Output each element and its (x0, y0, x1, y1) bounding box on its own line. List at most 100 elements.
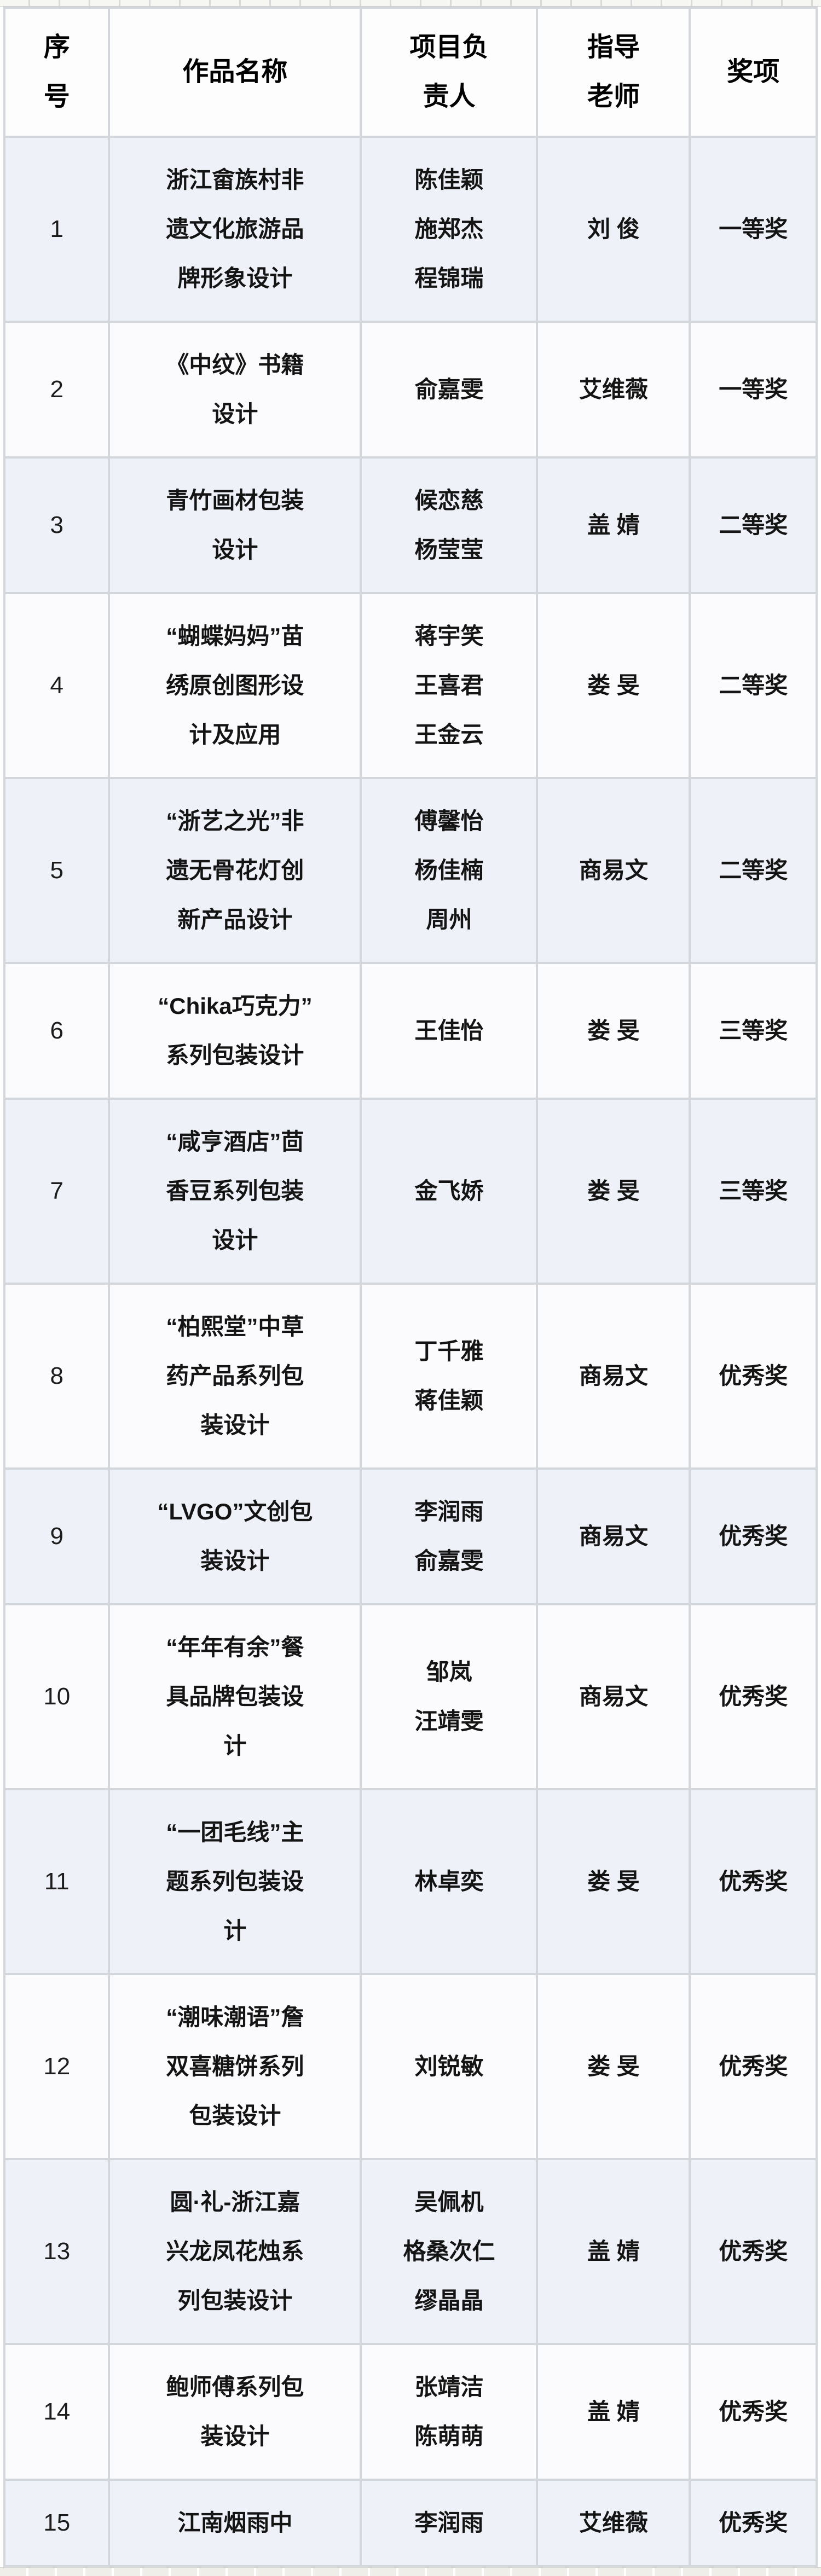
cell-award: 优秀奖 (689, 1788, 818, 1975)
cell-teacher: 盖 婧 (536, 2158, 691, 2345)
cell-index: 8 (3, 1283, 111, 1470)
cell-work-name: 《中纹》书籍 设计 (108, 321, 362, 459)
cell-leaders: 张靖洁 陈萌萌 (360, 2343, 539, 2481)
awards-table: 序 号 作品名称 项目负 责人 指导 老师 奖项 1 浙江畲族村非 遗文化旅游品 … (3, 7, 818, 2567)
cell-teacher: 盖 婧 (536, 456, 691, 594)
cell-leaders: 林卓奕 (360, 1788, 539, 1975)
header-cell-teacher: 指导 老师 (536, 7, 691, 138)
cell-teacher: 娄 旻 (536, 1098, 691, 1285)
cell-index: 4 (3, 592, 111, 779)
table-row: 13 圆·礼-浙江嘉 兴龙凤花烛系 列包装设计 吴佩机 格桑次仁 缪晶晶盖 婧优秀奖 (3, 2158, 818, 2345)
cell-index: 9 (3, 1467, 111, 1605)
table-row: 7 “咸亨酒店”茴 香豆系列包装 设计 金飞娇娄 旻三等奖 (3, 1098, 818, 1285)
cell-leaders: 傅馨怡 杨佳楠 周州 (360, 777, 539, 964)
cell-teacher: 商易文 (536, 1283, 691, 1470)
awards-table-body: 1 浙江畲族村非 遗文化旅游品 牌形象设计 陈佳颖 施郑杰 程锦瑞刘 俊一等奖 2 《中… (3, 136, 818, 2567)
cell-leaders: 金飞娇 (360, 1098, 539, 1285)
cell-work-name: 江南烟雨中 (108, 2479, 362, 2567)
spreadsheet-top-strip (0, 0, 821, 7)
cell-work-name: “年年有余”餐 具品牌包装设 计 (108, 1603, 362, 1790)
cell-index: 10 (3, 1603, 111, 1790)
header-cell-work: 作品名称 (108, 7, 362, 138)
table-row: 11 “一团毛线”主 题系列包装设 计林卓奕娄 旻优秀奖 (3, 1788, 818, 1975)
header-cell-leader: 项目负 责人 (360, 7, 539, 138)
awards-table-wrap: 序 号 作品名称 项目负 责人 指导 老师 奖项 1 浙江畲族村非 遗文化旅游品 … (0, 7, 821, 2567)
table-row: 9 “LVGO”文创包 装设计 李润雨 俞嘉雯 商易文 优秀奖 (3, 1467, 818, 1605)
cell-index: 15 (3, 2479, 111, 2567)
cell-award: 二等奖 (689, 456, 818, 594)
cell-work-name: 浙江畲族村非 遗文化旅游品 牌形象设计 (108, 136, 362, 323)
cell-index: 13 (3, 2158, 111, 2345)
cell-work-name: “LVGO”文创包 装设计 (108, 1467, 362, 1605)
cell-work-name: 圆·礼-浙江嘉 兴龙凤花烛系 列包装设计 (108, 2158, 362, 2345)
cell-index: 3 (3, 456, 111, 594)
cell-leaders: 候恋慈 杨莹莹 (360, 456, 539, 594)
cell-teacher: 艾维薇 (536, 2479, 691, 2567)
cell-award: 优秀奖 (689, 1603, 818, 1790)
table-row: 14 鲍师傅系列包 装设计 张靖洁 陈萌萌盖 婧优秀奖 (3, 2343, 818, 2481)
cell-leaders: 刘锐敏 (360, 1973, 539, 2160)
awards-table-header: 序 号 作品名称 项目负 责人 指导 老师 奖项 (3, 7, 818, 138)
cell-work-name: “蝴蝶妈妈”苗 绣原创图形设 计及应用 (108, 592, 362, 779)
cell-leaders: 李润雨 俞嘉雯 (360, 1467, 539, 1605)
table-row: 2 《中纹》书籍 设计 俞嘉雯 艾维薇 一等奖 (3, 321, 818, 459)
cell-work-name: “一团毛线”主 题系列包装设 计 (108, 1788, 362, 1975)
cell-award: 优秀奖 (689, 1283, 818, 1470)
cell-index: 5 (3, 777, 111, 964)
cell-teacher: 娄 旻 (536, 1788, 691, 1975)
cell-teacher: 刘 俊 (536, 136, 691, 323)
table-row: 3 青竹画材包装 设计 候恋慈 杨莹莹盖 婧二等奖 (3, 456, 818, 594)
header-cell-index: 序 号 (3, 7, 111, 138)
cell-index: 6 (3, 962, 111, 1100)
cell-leaders: 陈佳颖 施郑杰 程锦瑞 (360, 136, 539, 323)
cell-work-name: “潮味潮语”詹 双喜糖饼系列 包装设计 (108, 1973, 362, 2160)
cell-work-name: “Chika巧克力” 系列包装设计 (108, 962, 362, 1100)
cell-award: 优秀奖 (689, 2343, 818, 2481)
cell-award: 二等奖 (689, 592, 818, 779)
cell-teacher: 娄 旻 (536, 962, 691, 1100)
cell-work-name: 鲍师傅系列包 装设计 (108, 2343, 362, 2481)
cell-leaders: 吴佩机 格桑次仁 缪晶晶 (360, 2158, 539, 2345)
cell-leaders: 王佳怡 (360, 962, 539, 1100)
cell-leaders: 蒋宇笑 王喜君 王金云 (360, 592, 539, 779)
cell-leaders: 俞嘉雯 (360, 321, 539, 459)
cell-index: 7 (3, 1098, 111, 1285)
table-row: 12 “潮味潮语”詹 双喜糖饼系列 包装设计 刘锐敏娄 旻优秀奖 (3, 1973, 818, 2160)
cell-work-name: “浙艺之光”非 遗无骨花灯创 新产品设计 (108, 777, 362, 964)
cell-index: 14 (3, 2343, 111, 2481)
cell-award: 优秀奖 (689, 2158, 818, 2345)
table-row: 8 “柏熙堂”中草 药产品系列包 装设计 丁千雅 蒋佳颖 商易文 优秀奖 (3, 1283, 818, 1470)
cell-award: 一等奖 (689, 136, 818, 323)
cell-award: 一等奖 (689, 321, 818, 459)
cell-award: 二等奖 (689, 777, 818, 964)
cell-teacher: 娄 旻 (536, 1973, 691, 2160)
cell-work-name: “柏熙堂”中草 药产品系列包 装设计 (108, 1283, 362, 1470)
header-cell-award: 奖项 (689, 7, 818, 138)
cell-leaders: 李润雨 (360, 2479, 539, 2567)
table-row: 10 “年年有余”餐 具品牌包装设 计邹岚 汪靖雯 商易文 优秀奖 (3, 1603, 818, 1790)
cell-leaders: 丁千雅 蒋佳颖 (360, 1283, 539, 1470)
cell-award: 优秀奖 (689, 1467, 818, 1605)
cell-leaders: 邹岚 汪靖雯 (360, 1603, 539, 1790)
cell-award: 三等奖 (689, 962, 818, 1100)
cell-teacher: 商易文 (536, 1467, 691, 1605)
table-row: 6 “Chika巧克力” 系列包装设计 王佳怡娄 旻三等奖 (3, 962, 818, 1100)
table-row: 15 江南烟雨中 李润雨 艾维薇 优秀奖 (3, 2479, 818, 2567)
cell-index: 12 (3, 1973, 111, 2160)
cell-award: 三等奖 (689, 1098, 818, 1285)
cell-award: 优秀奖 (689, 2479, 818, 2567)
table-row: 1 浙江畲族村非 遗文化旅游品 牌形象设计 陈佳颖 施郑杰 程锦瑞刘 俊一等奖 (3, 136, 818, 323)
cell-teacher: 艾维薇 (536, 321, 691, 459)
cell-index: 2 (3, 321, 111, 459)
cell-teacher: 娄 旻 (536, 592, 691, 779)
table-row: 5 “浙艺之光”非 遗无骨花灯创 新产品设计 傅馨怡 杨佳楠 周州 商易文 二等奖 (3, 777, 818, 964)
cell-teacher: 商易文 (536, 1603, 691, 1790)
table-row: 4 “蝴蝶妈妈”苗 绣原创图形设 计及应用 蒋宇笑 王喜君 王金云娄 旻二等奖 (3, 592, 818, 779)
cell-teacher: 盖 婧 (536, 2343, 691, 2481)
spreadsheet-bottom-strip (0, 2567, 821, 2576)
header-row: 序 号 作品名称 项目负 责人 指导 老师 奖项 (3, 7, 818, 138)
cell-index: 1 (3, 136, 111, 323)
cell-teacher: 商易文 (536, 777, 691, 964)
cell-work-name: “咸亨酒店”茴 香豆系列包装 设计 (108, 1098, 362, 1285)
